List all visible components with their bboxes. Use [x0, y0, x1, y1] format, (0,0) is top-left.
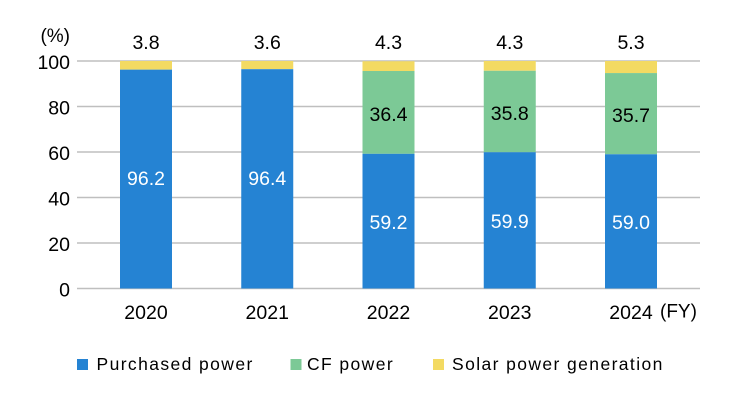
svg-text:(%): (%)	[40, 26, 70, 47]
svg-text:(FY): (FY)	[660, 301, 697, 322]
svg-text:3.6: 3.6	[254, 32, 281, 54]
svg-text:59.0: 59.0	[612, 212, 650, 234]
svg-text:2023: 2023	[488, 302, 531, 324]
svg-text:36.4: 36.4	[370, 104, 408, 126]
svg-text:2024: 2024	[609, 302, 653, 324]
svg-text:2020: 2020	[124, 302, 168, 324]
svg-text:100: 100	[37, 52, 70, 74]
svg-text:96.4: 96.4	[248, 168, 286, 190]
svg-text:20: 20	[48, 234, 70, 256]
svg-text:35.7: 35.7	[612, 105, 650, 127]
svg-text:Purchased power: Purchased power	[97, 354, 254, 374]
svg-text:3.8: 3.8	[132, 32, 159, 54]
svg-text:2022: 2022	[367, 302, 410, 324]
svg-text:4.3: 4.3	[496, 32, 523, 54]
svg-text:CF power: CF power	[307, 354, 394, 374]
svg-text:60: 60	[48, 143, 70, 165]
svg-text:2021: 2021	[246, 302, 289, 324]
svg-text:4.3: 4.3	[375, 32, 402, 54]
svg-text:59.2: 59.2	[370, 212, 408, 234]
svg-text:40: 40	[48, 188, 70, 210]
svg-text:Solar power generation: Solar power generation	[452, 354, 664, 374]
svg-text:80: 80	[48, 97, 70, 119]
svg-text:96.2: 96.2	[127, 168, 165, 190]
svg-text:5.3: 5.3	[617, 32, 644, 54]
svg-text:59.9: 59.9	[491, 211, 529, 233]
svg-text:35.8: 35.8	[491, 103, 529, 125]
svg-text:0: 0	[59, 279, 70, 301]
